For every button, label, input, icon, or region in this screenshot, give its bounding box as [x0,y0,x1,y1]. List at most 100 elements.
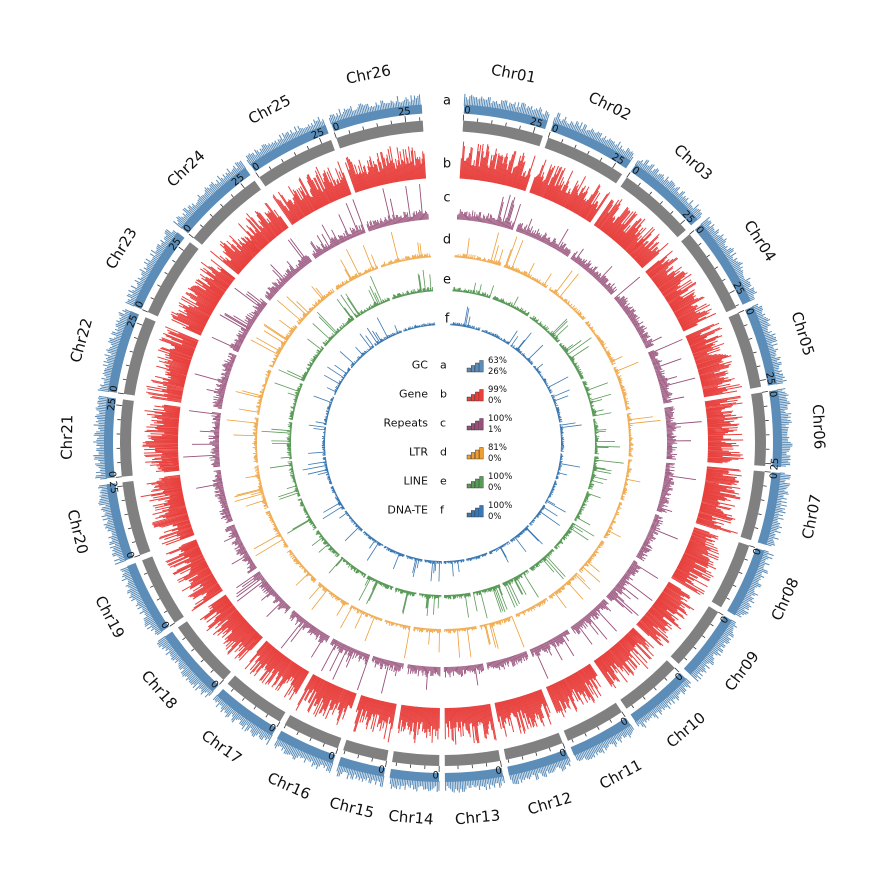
gc-band [757,472,781,546]
ltr-track [226,232,661,659]
histogram-chr07 [656,462,697,513]
histogram-chr08 [544,480,566,513]
tick-marks-chr12 [507,742,566,763]
histogram-chr16 [383,545,405,570]
histogram-chr07 [620,459,641,501]
histogram-chr13 [443,559,465,577]
histogram-chr11 [545,663,602,718]
histogram-chr21 [183,410,221,468]
gc-band [550,122,632,169]
histogram-chr04 [584,320,623,366]
gc-band [744,306,777,386]
gc-band [127,562,169,632]
gc-band [133,232,185,310]
legend-bars-icon [466,418,484,431]
gc-values [156,635,214,698]
karyotype-chr22 [123,317,156,396]
karyotype-chr24 [193,180,261,245]
karyotype-chr03 [620,177,686,238]
gc-values [634,159,703,221]
histogram-chr20 [196,470,233,524]
histogram-chr26 [403,322,436,332]
track-letters: a b c d e f [443,94,451,327]
legend-row-d: LTR d 81%0% [409,443,507,464]
gc-band [463,104,548,130]
legend-min: 0% [488,483,502,493]
chromosome-label-chr16: Chr16 [265,769,314,804]
tick-marks-chr04 [689,230,739,307]
histogram-chr10 [548,572,591,609]
tick-label: 0 [158,620,171,631]
gc-band [630,672,687,722]
histogram-chr19 [253,510,289,557]
tick-label: 0 [106,471,118,478]
tick-marks-chr01 [462,114,536,134]
tick-label: 0 [182,223,195,235]
line-track [261,269,624,619]
histogram-chr21 [261,422,293,460]
histogram-chr05 [613,361,639,411]
gc-values [574,724,635,762]
karyotype-chr10 [620,660,675,709]
gc-band [338,756,386,777]
legend-row-c: Repeats c 100%1% [384,414,513,435]
tick-marks-chr07 [754,471,771,529]
histogram-chr12 [472,584,508,619]
gc-band [181,167,251,234]
legend-track-name: GC [412,359,429,372]
gc-band [250,125,329,172]
histogram-chr25 [335,245,379,291]
karyotype-chr01 [462,120,543,147]
karyotype-chr16 [284,715,342,749]
gc-values [700,216,758,302]
chromosome-label-chr15: Chr15 [328,794,376,822]
histogram-chr18 [286,549,317,586]
legend-min: 26% [488,367,507,377]
gc-values [125,229,178,307]
gc-values [93,395,109,480]
legend-track-letter: a [440,359,447,372]
tick-label: 25 [106,398,118,412]
histogram-chr13 [444,703,497,745]
histogram-chr14 [413,626,441,653]
histogram-chr02 [503,236,552,289]
histogram-chr02 [515,218,571,257]
chromosome-label-chr25: Chr25 [245,91,293,128]
gc-band [768,389,783,468]
histogram-chr17 [244,640,310,701]
karyotype-chr09 [670,606,719,664]
karyotype-chr11 [563,702,622,741]
gc-values [328,94,421,125]
tick-marks-chr22 [117,322,143,395]
histogram-chr04 [532,363,569,394]
karyotype-chr15 [343,739,389,762]
tick-marks-chr24 [188,183,245,239]
chromosome-label-chr08: Chr08 [767,575,802,624]
tick-label: 25 [528,116,543,130]
histogram-chr17 [308,581,350,616]
legend-min: 0% [488,396,502,406]
gc-band [216,688,277,736]
histogram-chr24 [264,238,313,301]
gc-band [694,223,751,305]
histogram-chr06 [704,395,744,464]
histogram-chr23 [278,338,325,382]
gc-segment-chr13 [444,767,505,793]
histogram-chr01 [454,232,504,267]
chromosome-label-chr22: Chr22 [66,316,96,364]
histogram-chr01 [452,282,494,299]
tick-label: 0 [558,747,568,760]
gc-values [274,738,334,773]
gc-segment-chr02 [550,112,634,169]
histogram-chr26 [366,184,429,232]
tick-marks-chr20 [116,485,141,558]
gene-density-track [140,141,744,745]
karyotype-chr20 [122,481,151,556]
chromosome-label-chr19: Chr19 [91,593,128,641]
chromosome-label-chr12: Chr12 [526,788,574,818]
gc-values [734,549,774,618]
histogram-chr10 [570,598,617,645]
tick-label: 0 [719,615,732,626]
gc-values [245,116,326,166]
tick-label: 25 [126,314,141,330]
